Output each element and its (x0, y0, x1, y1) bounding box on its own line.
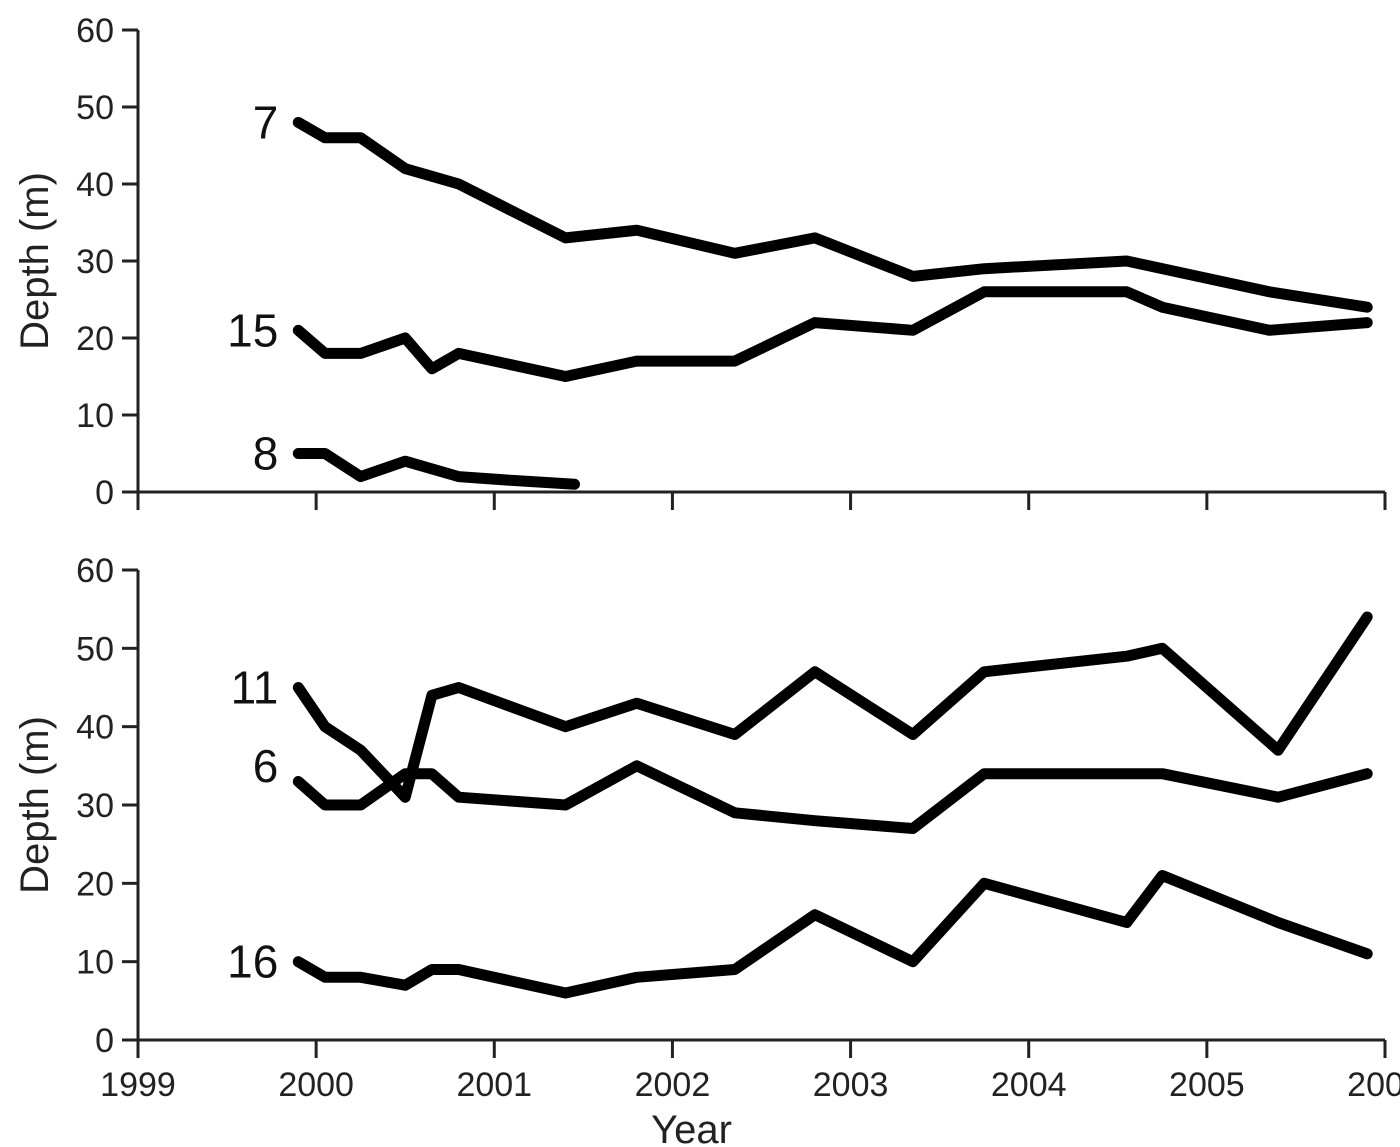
series-line-15 (292, 286, 1373, 382)
y-tick-label: 40 (76, 166, 114, 204)
series-line-7 (292, 116, 1373, 313)
y-tick-label: 20 (76, 865, 114, 903)
series-label-16: 16 (227, 936, 278, 988)
x-tick-label: 2004 (991, 1066, 1067, 1104)
y-tick-label: 0 (95, 474, 114, 512)
series-label-15: 15 (227, 304, 278, 356)
x-tick-label: 1999 (100, 1066, 176, 1104)
x-tick-label: 2000 (278, 1066, 354, 1104)
y-tick-label: 30 (76, 787, 114, 825)
series-label-7: 7 (253, 96, 279, 148)
series-label-6: 6 (253, 740, 279, 792)
y-axis-label: Depth (m) (13, 172, 57, 350)
y-tick-label: 40 (76, 709, 114, 747)
y-tick-label: 60 (76, 552, 114, 590)
x-axis-label: Year (651, 1108, 732, 1147)
series-label-8: 8 (253, 428, 279, 480)
series-line-6 (292, 760, 1373, 834)
top-panel: 0 10 20 30 40 50 60 Depth (m) 7 15 8 (13, 12, 1387, 512)
bottom-panel: 0 10 20 30 40 50 60 1999 2000 2001 2002 2003 2004 200… (13, 552, 1400, 1147)
series-label-11: 11 (231, 662, 279, 714)
x-tick-label: 2002 (635, 1066, 711, 1104)
y-tick-label: 10 (76, 944, 114, 982)
y-tick-label: 50 (76, 89, 114, 127)
x-tick-label: 2006 (1347, 1066, 1400, 1104)
y-tick-label: 0 (95, 1022, 114, 1060)
x-tick-label: 2005 (1169, 1066, 1245, 1104)
y-tick-label: 50 (76, 630, 114, 668)
y-tick-label: 30 (76, 243, 114, 281)
series-line-16 (292, 870, 1373, 999)
y-axis-label: Depth (m) (13, 716, 57, 894)
series-line-8 (292, 448, 580, 490)
series-line-11 (292, 611, 1373, 803)
x-tick-label: 2001 (456, 1066, 532, 1104)
y-tick-label: 60 (76, 12, 114, 50)
y-tick-label: 10 (76, 397, 114, 435)
y-tick-label: 20 (76, 320, 114, 358)
x-tick-label: 2003 (813, 1066, 889, 1104)
